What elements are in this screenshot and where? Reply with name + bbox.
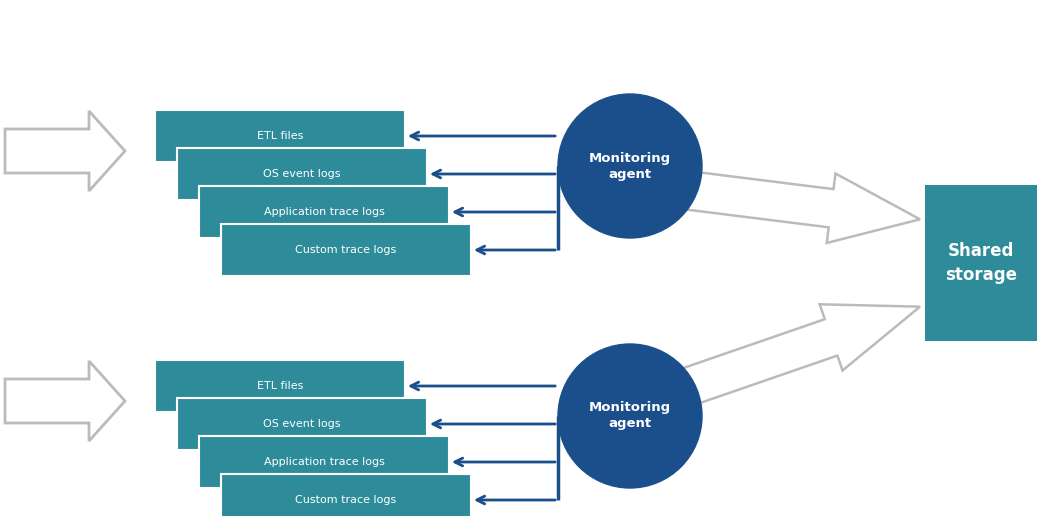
Text: ETL files: ETL files: [257, 381, 303, 391]
Circle shape: [558, 94, 702, 238]
FancyBboxPatch shape: [155, 360, 405, 412]
Text: ETL files: ETL files: [257, 131, 303, 141]
FancyBboxPatch shape: [199, 186, 449, 238]
FancyBboxPatch shape: [221, 224, 471, 276]
Polygon shape: [5, 111, 125, 191]
Text: Application trace logs: Application trace logs: [263, 457, 385, 467]
Text: Shared
storage: Shared storage: [945, 242, 1017, 284]
FancyBboxPatch shape: [177, 148, 427, 200]
Text: Application trace logs: Application trace logs: [263, 207, 385, 217]
FancyBboxPatch shape: [925, 185, 1037, 341]
Polygon shape: [664, 169, 920, 243]
Polygon shape: [5, 361, 125, 441]
FancyBboxPatch shape: [221, 474, 471, 516]
Text: Custom trace logs: Custom trace logs: [296, 245, 396, 255]
Circle shape: [558, 344, 702, 488]
Text: Monitoring
agent: Monitoring agent: [589, 152, 671, 181]
FancyBboxPatch shape: [155, 110, 405, 162]
Text: Custom trace logs: Custom trace logs: [296, 495, 396, 505]
Polygon shape: [660, 304, 920, 413]
Text: OS event logs: OS event logs: [263, 419, 341, 429]
FancyBboxPatch shape: [177, 398, 427, 450]
Text: Monitoring
agent: Monitoring agent: [589, 401, 671, 430]
Text: OS event logs: OS event logs: [263, 169, 341, 179]
FancyBboxPatch shape: [199, 436, 449, 488]
